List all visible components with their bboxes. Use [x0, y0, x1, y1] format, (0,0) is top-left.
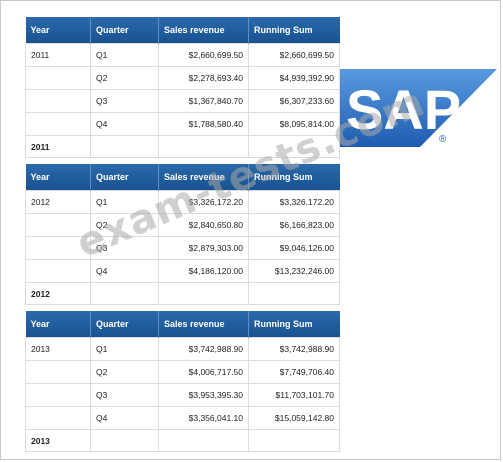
year-cell: [25, 383, 91, 407]
revenue-cell: $3,326,172.20: [158, 190, 249, 214]
column-header-quarter[interactable]: Quarter: [90, 164, 159, 191]
running-sum-cell: $6,166,823.00: [248, 213, 340, 237]
total-label: 2011: [25, 135, 91, 158]
quarter-cell: Q3: [90, 383, 159, 407]
quarter-cell: Q2: [90, 66, 159, 90]
running-sum-cell: $7,749,706.40: [248, 360, 340, 384]
revenue-cell: $2,840,650.80: [158, 213, 249, 237]
total-empty-cell: [248, 282, 340, 305]
revenue-cell: $2,278,693.40: [158, 66, 249, 90]
quarter-cell: Q4: [90, 112, 159, 136]
sap-logo-text: SAP: [346, 78, 461, 141]
total-label: 2013: [25, 429, 91, 452]
quarter-cell: Q1: [90, 190, 159, 214]
header-row: Year Quarter Sales revenue Running Sum: [25, 311, 340, 338]
year-cell: [25, 236, 91, 260]
total-empty-cell: [248, 429, 340, 452]
running-sum-cell: $3,742,988.90: [248, 337, 340, 361]
year-cell: 2012: [25, 190, 91, 214]
running-sum-cell: $13,232,246.00: [248, 259, 340, 283]
year-cell: 2011: [25, 43, 91, 67]
year-cell: [25, 406, 91, 430]
quarter-cell: Q2: [90, 360, 159, 384]
running-sum-cell: $3,326,172.20: [248, 190, 340, 214]
report-table-2011: Year Quarter Sales revenue Running Sum 2…: [25, 17, 340, 158]
header-row: Year Quarter Sales revenue Running Sum: [25, 164, 340, 191]
total-empty-cell: [90, 135, 159, 158]
table-row: 2012 Q1 $3,326,172.20 $3,326,172.20: [25, 190, 340, 214]
revenue-cell: $3,742,988.90: [158, 337, 249, 361]
running-sum-cell: $6,307,233.60: [248, 89, 340, 113]
total-empty-cell: [158, 282, 249, 305]
report-table-2012: Year Quarter Sales revenue Running Sum 2…: [25, 164, 340, 305]
column-header-quarter[interactable]: Quarter: [90, 311, 159, 338]
column-header-sales-revenue[interactable]: Sales revenue: [158, 17, 249, 44]
table-row: 2011 Q1 $2,660,699.50 $2,660,699.50: [25, 43, 340, 67]
column-header-sales-revenue[interactable]: Sales revenue: [158, 164, 249, 191]
revenue-cell: $3,356,041.10: [158, 406, 249, 430]
revenue-cell: $2,660,699.50: [158, 43, 249, 67]
column-header-sales-revenue[interactable]: Sales revenue: [158, 311, 249, 338]
report-table-2013: Year Quarter Sales revenue Running Sum 2…: [25, 311, 340, 452]
column-header-quarter[interactable]: Quarter: [90, 17, 159, 44]
table-row: Q4 $3,356,041.10 $15,059,142.80: [25, 406, 340, 430]
revenue-cell: $2,879,303.00: [158, 236, 249, 260]
table-row: Q2 $2,278,693.40 $4,939,392.90: [25, 66, 340, 90]
year-cell: [25, 259, 91, 283]
total-empty-cell: [248, 135, 340, 158]
year-cell: [25, 66, 91, 90]
quarter-cell: Q3: [90, 89, 159, 113]
total-empty-cell: [158, 135, 249, 158]
table-row: Q4 $4,186,120.00 $13,232,246.00: [25, 259, 340, 283]
column-header-year[interactable]: Year: [25, 164, 91, 191]
quarter-cell: Q4: [90, 406, 159, 430]
column-header-year[interactable]: Year: [25, 311, 91, 338]
revenue-cell: $1,367,840.70: [158, 89, 249, 113]
year-cell: 2013: [25, 337, 91, 361]
table-row: Q3 $2,879,303.00 $9,046,126.00: [25, 236, 340, 260]
running-sum-cell: $8,095,814.00: [248, 112, 340, 136]
total-row: 2011: [25, 135, 340, 158]
table-row: Q4 $1,788,580.40 $8,095,814.00: [25, 112, 340, 136]
revenue-cell: $1,788,580.40: [158, 112, 249, 136]
running-sum-cell: $2,660,699.50: [248, 43, 340, 67]
table-row: Q2 $2,840,650.80 $6,166,823.00: [25, 213, 340, 237]
revenue-cell: $4,186,120.00: [158, 259, 249, 283]
total-label: 2012: [25, 282, 91, 305]
registered-mark: ®: [439, 134, 447, 145]
table-row: 2013 Q1 $3,742,988.90 $3,742,988.90: [25, 337, 340, 361]
quarter-cell: Q1: [90, 337, 159, 361]
quarter-cell: Q3: [90, 236, 159, 260]
year-cell: [25, 112, 91, 136]
total-row: 2012: [25, 282, 340, 305]
revenue-cell: $3,953,395.30: [158, 383, 249, 407]
year-cell: [25, 89, 91, 113]
total-row: 2013: [25, 429, 340, 452]
column-header-running-sum[interactable]: Running Sum: [248, 311, 340, 338]
table-row: Q3 $3,953,395.30 $11,703,101.70: [25, 383, 340, 407]
column-header-running-sum[interactable]: Running Sum: [248, 17, 340, 44]
column-header-year[interactable]: Year: [25, 17, 91, 44]
total-empty-cell: [90, 429, 159, 452]
sap-logo: SAP: [340, 69, 497, 147]
total-empty-cell: [158, 429, 249, 452]
quarter-cell: Q2: [90, 213, 159, 237]
table-row: Q2 $4,006,717.50 $7,749,706.40: [25, 360, 340, 384]
year-cell: [25, 213, 91, 237]
quarter-cell: Q4: [90, 259, 159, 283]
running-sum-cell: $9,046,126.00: [248, 236, 340, 260]
total-empty-cell: [90, 282, 159, 305]
header-row: Year Quarter Sales revenue Running Sum: [25, 17, 340, 44]
quarter-cell: Q1: [90, 43, 159, 67]
running-sum-cell: $15,059,142.80: [248, 406, 340, 430]
column-header-running-sum[interactable]: Running Sum: [248, 164, 340, 191]
year-cell: [25, 360, 91, 384]
sap-logo-shape: [340, 69, 497, 147]
running-sum-cell: $11,703,101.70: [248, 383, 340, 407]
revenue-cell: $4,006,717.50: [158, 360, 249, 384]
running-sum-cell: $4,939,392.90: [248, 66, 340, 90]
table-row: Q3 $1,367,840.70 $6,307,233.60: [25, 89, 340, 113]
